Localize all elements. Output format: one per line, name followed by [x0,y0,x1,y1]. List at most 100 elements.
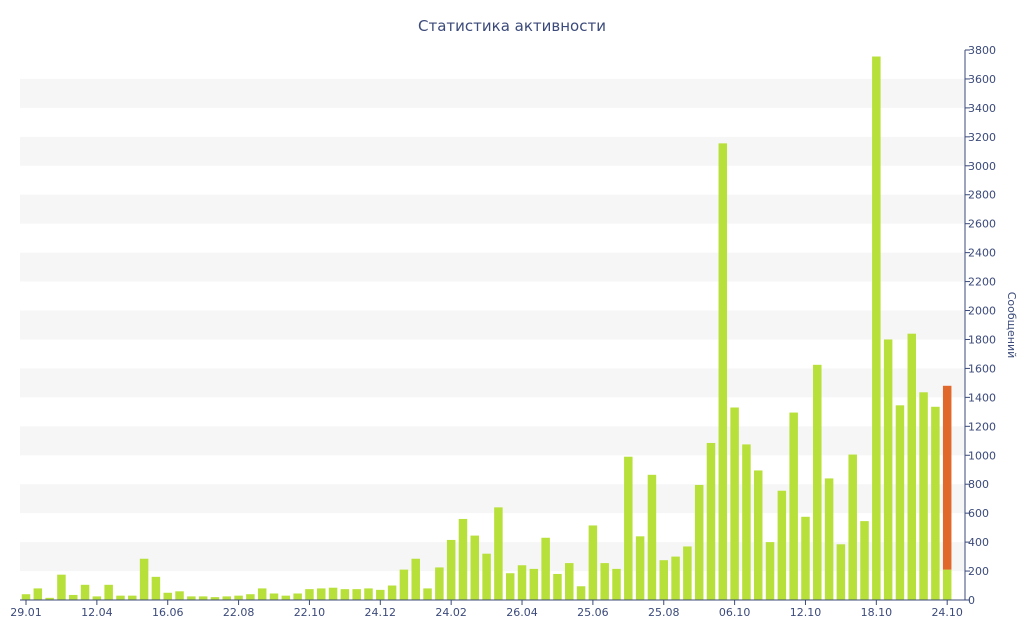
bar[interactable] [612,568,621,600]
bar[interactable] [187,596,196,600]
bar[interactable] [706,442,716,600]
bar[interactable] [576,586,586,600]
y-tick-label: 2800 [968,189,996,202]
bar[interactable] [730,407,739,601]
bar[interactable] [376,589,385,600]
x-tick-label: 25.08 [648,606,680,619]
grid-band [20,484,965,514]
bar[interactable] [635,536,645,600]
bar[interactable] [529,568,539,600]
bar[interactable] [824,478,834,600]
bar[interactable] [541,537,550,600]
bar[interactable] [257,588,267,600]
y-tick-label: 1400 [968,391,996,404]
chart-title: Статистика активности [418,17,606,35]
bar[interactable] [470,535,480,600]
bar[interactable] [588,525,598,600]
x-tick-label: 18.10 [861,606,893,619]
bar[interactable] [269,593,279,600]
bar[interactable] [57,574,66,600]
y-tick-label: 2400 [968,247,996,260]
bar[interactable] [517,565,527,600]
x-tick-label: 24.10 [931,606,963,619]
y-tick-label: 1000 [968,449,996,462]
bar[interactable] [198,596,208,600]
bar[interactable] [446,539,456,600]
bar[interactable] [175,591,184,600]
bar[interactable] [163,592,172,600]
bar[interactable] [128,595,137,600]
bar[interactable] [624,456,633,600]
y-tick-label: 1600 [968,362,996,375]
bar[interactable] [151,576,161,600]
bar[interactable] [777,490,787,600]
bar[interactable] [765,542,775,600]
bar[interactable] [813,364,822,600]
y-tick-label: 0 [968,594,975,607]
bar[interactable] [600,563,609,600]
bar[interactable] [553,573,562,600]
bar[interactable] [246,594,255,600]
bar[interactable] [494,507,503,600]
bar[interactable] [80,584,90,600]
bar[interactable] [836,544,846,600]
x-tick-label: 22.08 [223,606,255,619]
bar[interactable] [222,596,232,600]
bar[interactable] [565,563,574,600]
bar[interactable] [482,553,491,600]
bar[interactable] [45,597,54,600]
x-tick-label: 25.06 [577,606,609,619]
bar[interactable] [21,594,31,600]
bar[interactable] [210,597,220,600]
bar[interactable] [659,560,669,600]
bar[interactable] [694,484,704,600]
bar[interactable] [399,569,409,600]
bar[interactable] [364,588,373,600]
bar[interactable] [116,595,125,600]
y-tick-label: 3200 [968,131,996,144]
bar[interactable] [647,474,657,600]
bar[interactable] [92,596,102,600]
bar[interactable] [848,454,857,600]
bar[interactable] [505,573,515,600]
bar[interactable] [742,444,751,600]
bar[interactable] [435,567,444,600]
y-tick-label: 1200 [968,420,996,433]
bar[interactable] [328,587,338,600]
bar[interactable] [68,594,78,600]
bar[interactable] [753,470,763,600]
bar[interactable] [789,412,798,600]
y-tick-label: 2000 [968,305,996,318]
bar[interactable] [411,558,420,600]
y-tick-label: 800 [968,478,989,491]
bar[interactable] [931,406,940,600]
bar[interactable] [281,595,291,600]
bar[interactable] [683,546,692,600]
bar[interactable] [387,585,397,600]
bar[interactable] [895,405,905,600]
bar[interactable] [33,588,43,600]
y-tick-label: 400 [968,536,989,549]
bar[interactable] [718,143,728,601]
bar[interactable] [139,558,149,600]
bar[interactable] [293,593,302,600]
bar[interactable] [942,569,952,600]
bar[interactable] [671,556,680,600]
y-tick-label: 200 [968,565,989,578]
bar[interactable] [234,595,243,600]
bar[interactable] [860,521,869,600]
bar[interactable] [423,588,432,600]
bar[interactable] [883,339,893,600]
bar[interactable] [458,518,468,600]
bar[interactable] [801,516,810,600]
bar[interactable] [305,589,314,600]
bar[interactable] [352,589,361,600]
bar[interactable] [104,584,113,600]
bar[interactable] [872,56,881,600]
bar[interactable] [340,589,350,600]
bar-highlight[interactable] [942,385,952,570]
bar[interactable] [317,588,326,600]
bar[interactable] [907,333,917,600]
bar[interactable] [919,392,928,600]
grid-band [20,78,965,108]
